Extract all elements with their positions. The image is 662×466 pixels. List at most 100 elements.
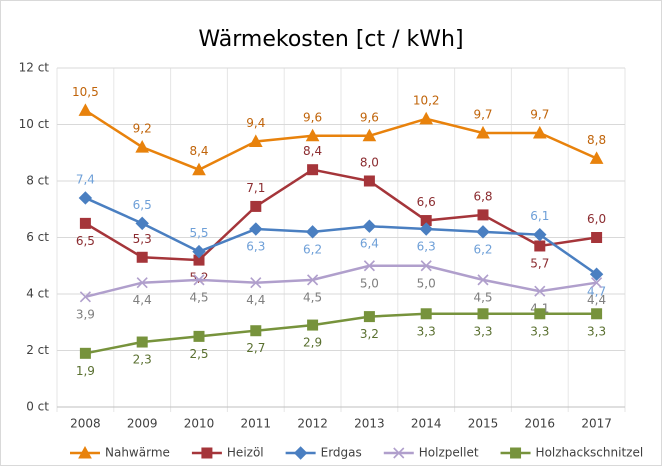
data-label: 5,5 xyxy=(189,226,208,240)
data-label: 7,4 xyxy=(76,172,95,186)
marker xyxy=(136,336,148,348)
data-label: 8,4 xyxy=(303,144,322,158)
marker xyxy=(79,291,91,303)
x-tick-label: 2011 xyxy=(241,417,272,431)
marker xyxy=(135,216,149,231)
data-label: 6,6 xyxy=(417,195,436,209)
data-label: 2,5 xyxy=(189,347,208,361)
data-label: 6,3 xyxy=(246,240,265,254)
data-label: 5,3 xyxy=(133,232,152,246)
marker xyxy=(591,308,603,320)
data-label: 3,2 xyxy=(360,327,379,341)
data-label: 2,9 xyxy=(303,336,322,350)
x-tick-label: 2012 xyxy=(297,417,328,431)
marker xyxy=(532,125,547,139)
data-label: 6,1 xyxy=(530,209,549,223)
line xyxy=(84,168,597,262)
data-label: 6,2 xyxy=(473,242,492,256)
marker xyxy=(136,251,148,263)
marker xyxy=(477,274,489,286)
marker xyxy=(193,330,205,342)
data-label: 9,7 xyxy=(473,107,492,121)
line xyxy=(84,109,598,172)
data-label: 9,7 xyxy=(530,107,549,121)
legend-item: Holzpellet xyxy=(383,446,479,460)
x-tick-label: 2016 xyxy=(525,417,556,431)
marker xyxy=(192,162,206,176)
data-label: 3,3 xyxy=(587,324,606,338)
chart-title: Wärmekosten [ct / kWh] xyxy=(198,27,463,52)
marker xyxy=(477,308,489,320)
marker xyxy=(534,285,546,297)
data-label: 3,3 xyxy=(473,324,492,338)
marker xyxy=(78,445,92,459)
legend-item: Nahwärme xyxy=(70,446,170,460)
data-label: 6,5 xyxy=(76,234,95,248)
marker xyxy=(250,277,262,289)
x-tick-label: 2015 xyxy=(468,417,499,431)
data-label: 5,0 xyxy=(417,276,436,290)
marker xyxy=(136,277,148,289)
legend-label: Erdgas xyxy=(321,446,362,460)
x-tick-label: 2014 xyxy=(411,417,442,431)
series: 1,9 2,3 2,5 2,7 2,9 3,2 3,3 3,3 3,3 3,3 xyxy=(76,308,606,378)
data-label: 2,3 xyxy=(133,353,152,367)
marker xyxy=(248,134,263,147)
marker xyxy=(78,191,93,205)
marker xyxy=(363,311,375,323)
data-label: 9,4 xyxy=(246,116,265,130)
marker xyxy=(135,140,150,153)
marker xyxy=(476,125,490,139)
data-label: 4,7 xyxy=(587,285,606,299)
x-tick-label: 2010 xyxy=(184,417,215,431)
marker xyxy=(79,347,91,359)
data-label: 6,5 xyxy=(133,198,152,212)
marker xyxy=(533,227,547,242)
marker xyxy=(419,222,433,236)
data-label: 5,7 xyxy=(530,256,549,270)
marker xyxy=(419,111,434,125)
legend-item: Erdgas xyxy=(285,446,362,460)
marker xyxy=(79,217,91,229)
data-label: 6,8 xyxy=(473,189,492,203)
line xyxy=(84,196,598,276)
data-label: 8,0 xyxy=(360,156,379,170)
marker xyxy=(534,240,546,252)
marker xyxy=(477,209,489,221)
legend-label: Heizöl xyxy=(227,446,264,460)
data-label: 9,6 xyxy=(360,110,379,124)
y-tick-label: 0 ct xyxy=(26,400,49,414)
marker xyxy=(305,128,320,142)
legend-label: Nahwärme xyxy=(105,446,170,460)
data-label: 8,4 xyxy=(189,144,208,158)
marker xyxy=(249,222,263,236)
data-label: 1,9 xyxy=(76,364,95,378)
marker xyxy=(393,447,405,459)
marker xyxy=(420,308,432,320)
data-label: 3,3 xyxy=(417,324,436,338)
marker xyxy=(591,232,603,243)
data-label: 2,7 xyxy=(246,341,265,355)
data-label: 5,2 xyxy=(189,271,208,285)
x-tick-label: 2017 xyxy=(581,417,612,431)
marker xyxy=(192,244,206,259)
data-label: 3,9 xyxy=(76,307,95,321)
marker xyxy=(250,200,262,212)
series: 10,5 9,2 8,4 9,4 9,6 9,6 10,2 9,7 9,7 8,8 xyxy=(72,85,606,176)
legend-label: Holzpellet xyxy=(419,446,479,460)
marker xyxy=(363,260,375,272)
marker xyxy=(305,225,320,239)
x-tick-label: 2009 xyxy=(127,417,158,431)
legend-item: Heizöl xyxy=(191,446,264,460)
y-tick-label: 8 ct xyxy=(26,174,49,188)
y-tick-label: 6 ct xyxy=(26,230,49,244)
marker xyxy=(293,446,308,460)
x-tick-label: 2008 xyxy=(70,417,101,431)
data-label: 6,3 xyxy=(417,240,436,254)
line xyxy=(85,264,597,299)
marker xyxy=(193,274,205,286)
marker xyxy=(591,277,603,289)
data-label: 6,4 xyxy=(360,237,379,251)
